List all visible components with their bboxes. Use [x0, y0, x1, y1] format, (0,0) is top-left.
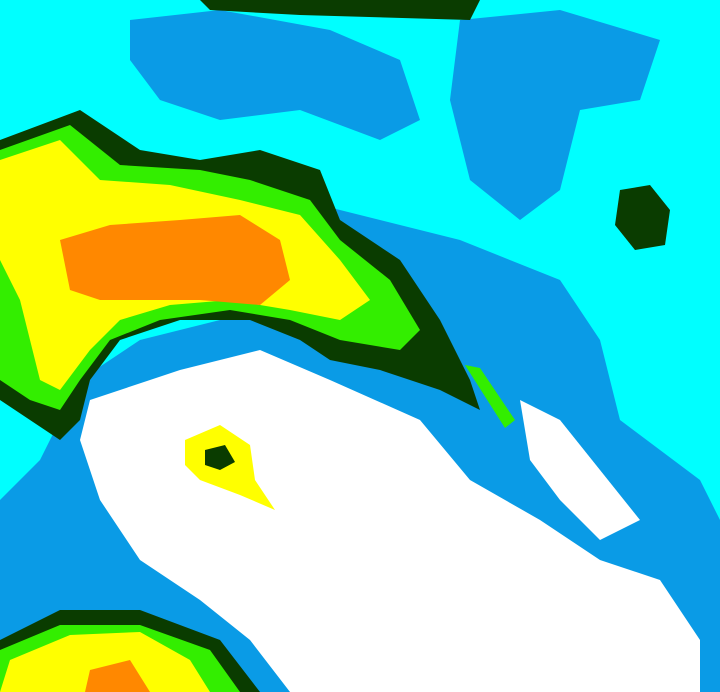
dark-green-blob-right: [615, 185, 670, 250]
yellow-bottom-left: [0, 632, 210, 692]
white-cloud-right: [520, 400, 640, 540]
blue-cloud-top-right: [450, 10, 660, 220]
dark-green-top-edge: [200, 0, 480, 20]
yellow-eye-ring: [185, 425, 275, 510]
blue-cloud-top: [130, 10, 420, 140]
green-eye: [205, 445, 235, 470]
green-streak: [465, 365, 515, 428]
orange-core: [60, 215, 290, 305]
orange-bottom-left: [85, 660, 150, 692]
